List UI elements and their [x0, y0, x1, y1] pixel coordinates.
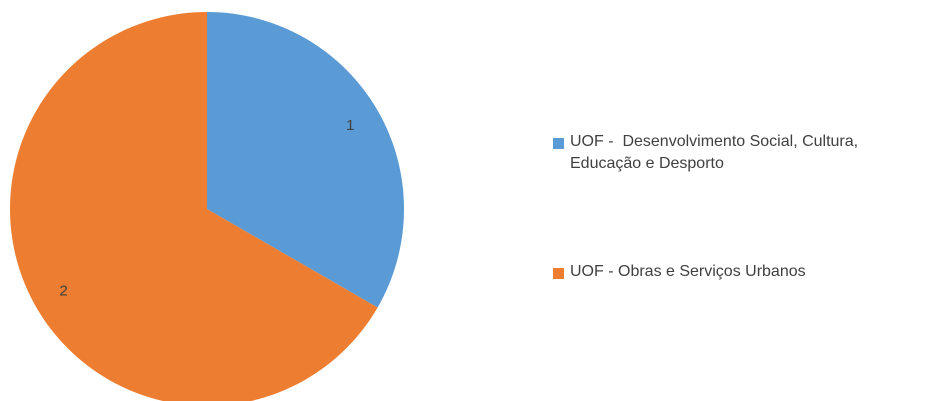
legend-label: UOF - Obras e Serviços Urbanos — [570, 263, 806, 280]
legend-swatch — [553, 268, 564, 279]
legend-item: UOF - Obras e Serviços Urbanos — [553, 263, 900, 283]
legend-item: UOF - Desenvolvimento Social, Cultura, E… — [553, 133, 900, 175]
legend-label: UOF - Desenvolvimento Social, Cultura, E… — [570, 133, 863, 172]
pie-slice — [10, 12, 378, 401]
legend-swatch — [553, 138, 564, 149]
pie-slice — [207, 12, 404, 308]
data-label: 1 — [346, 117, 354, 134]
data-label: 2 — [60, 283, 68, 300]
